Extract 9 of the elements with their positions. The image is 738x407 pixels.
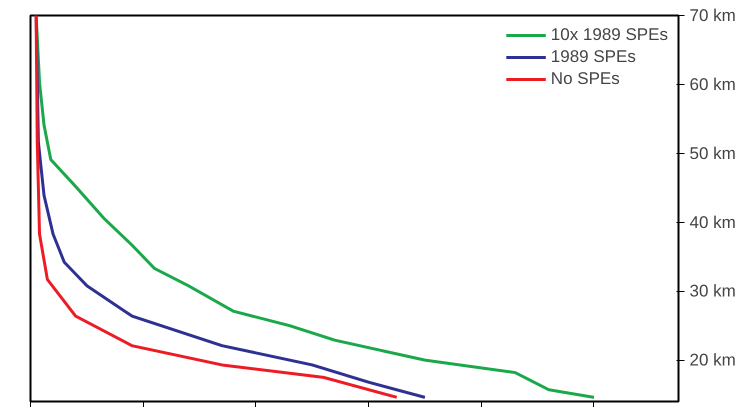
y-tick-label: 60 km xyxy=(690,74,736,94)
y-tick-label: 50 km xyxy=(690,144,736,163)
y-tick-label: 70 km xyxy=(690,6,736,25)
y-tick-label: 20 km xyxy=(690,350,736,370)
y-tick-label: 40 km xyxy=(690,212,736,232)
y-tick-label: 30 km xyxy=(690,282,736,301)
legend-label: 10x 1989 SPEs xyxy=(550,25,668,45)
legend-label: 1989 SPEs xyxy=(550,47,636,67)
legend-label: No SPEs xyxy=(550,69,620,89)
